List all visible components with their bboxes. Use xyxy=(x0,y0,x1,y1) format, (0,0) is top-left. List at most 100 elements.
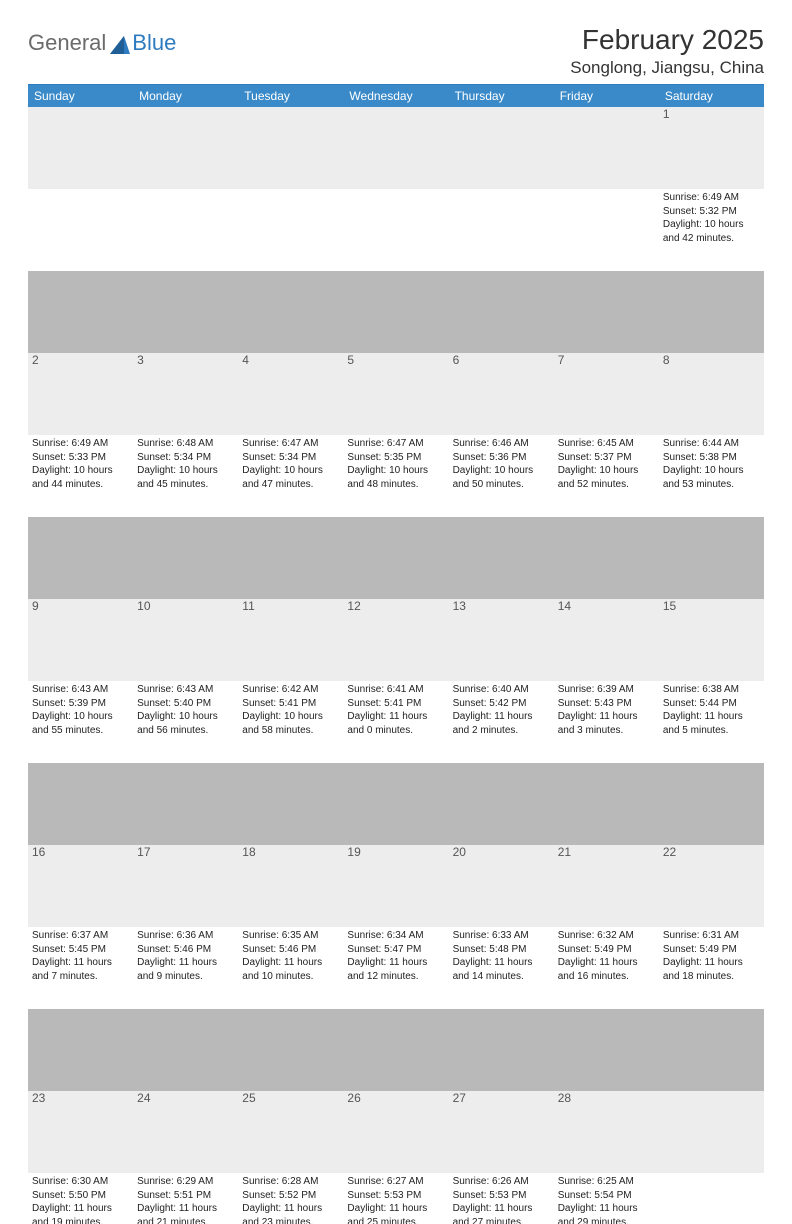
day-cell xyxy=(28,189,133,271)
daylight-text: Daylight: 11 hours and 2 minutes. xyxy=(453,710,550,737)
sunset-text: Sunset: 5:36 PM xyxy=(453,451,550,465)
day-detail: Sunrise: 6:27 AMSunset: 5:53 PMDaylight:… xyxy=(347,1173,444,1224)
weekday-header: Monday xyxy=(133,85,238,107)
logo-text-general: General xyxy=(28,30,106,56)
daylight-text: Daylight: 11 hours and 23 minutes. xyxy=(242,1202,339,1224)
day-detail: Sunrise: 6:38 AMSunset: 5:44 PMDaylight:… xyxy=(663,681,760,737)
sunrise-text: Sunrise: 6:42 AM xyxy=(242,683,339,697)
month-title: February 2025 xyxy=(570,24,764,56)
sunset-text: Sunset: 5:43 PM xyxy=(558,697,655,711)
title-block: February 2025 Songlong, Jiangsu, China xyxy=(570,24,764,78)
daylight-text: Daylight: 11 hours and 19 minutes. xyxy=(32,1202,129,1224)
day-detail: Sunrise: 6:49 AMSunset: 5:33 PMDaylight:… xyxy=(32,435,129,491)
detail-row: Sunrise: 6:49 AMSunset: 5:33 PMDaylight:… xyxy=(28,435,764,517)
day-cell: Sunrise: 6:35 AMSunset: 5:46 PMDaylight:… xyxy=(238,927,343,1009)
day-detail: Sunrise: 6:43 AMSunset: 5:39 PMDaylight:… xyxy=(32,681,129,737)
day-number xyxy=(238,107,343,189)
day-detail: Sunrise: 6:30 AMSunset: 5:50 PMDaylight:… xyxy=(32,1173,129,1224)
sunrise-text: Sunrise: 6:47 AM xyxy=(347,437,444,451)
day-detail xyxy=(347,189,444,191)
daylight-text: Daylight: 10 hours and 58 minutes. xyxy=(242,710,339,737)
day-number: 4 xyxy=(238,353,343,435)
sunrise-text: Sunrise: 6:26 AM xyxy=(453,1175,550,1189)
sunrise-text: Sunrise: 6:47 AM xyxy=(242,437,339,451)
daynum-row: 2345678 xyxy=(28,353,764,435)
day-cell: Sunrise: 6:33 AMSunset: 5:48 PMDaylight:… xyxy=(449,927,554,1009)
day-number: 26 xyxy=(343,1091,448,1173)
sunrise-text: Sunrise: 6:46 AM xyxy=(453,437,550,451)
sunrise-text: Sunrise: 6:49 AM xyxy=(32,437,129,451)
daylight-text: Daylight: 11 hours and 29 minutes. xyxy=(558,1202,655,1224)
day-cell: Sunrise: 6:34 AMSunset: 5:47 PMDaylight:… xyxy=(343,927,448,1009)
day-number: 1 xyxy=(659,107,764,189)
daylight-text: Daylight: 11 hours and 25 minutes. xyxy=(347,1202,444,1224)
sunset-text: Sunset: 5:52 PM xyxy=(242,1189,339,1203)
day-detail: Sunrise: 6:35 AMSunset: 5:46 PMDaylight:… xyxy=(242,927,339,983)
day-cell: Sunrise: 6:49 AMSunset: 5:33 PMDaylight:… xyxy=(28,435,133,517)
day-detail: Sunrise: 6:45 AMSunset: 5:37 PMDaylight:… xyxy=(558,435,655,491)
daylight-text: Daylight: 11 hours and 7 minutes. xyxy=(32,956,129,983)
daylight-text: Daylight: 11 hours and 5 minutes. xyxy=(663,710,760,737)
day-number xyxy=(28,107,133,189)
day-number: 6 xyxy=(449,353,554,435)
sunrise-text: Sunrise: 6:43 AM xyxy=(32,683,129,697)
day-cell: Sunrise: 6:45 AMSunset: 5:37 PMDaylight:… xyxy=(554,435,659,517)
day-detail: Sunrise: 6:40 AMSunset: 5:42 PMDaylight:… xyxy=(453,681,550,737)
day-detail: Sunrise: 6:39 AMSunset: 5:43 PMDaylight:… xyxy=(558,681,655,737)
day-detail: Sunrise: 6:34 AMSunset: 5:47 PMDaylight:… xyxy=(347,927,444,983)
week-divider xyxy=(28,271,764,353)
sunrise-text: Sunrise: 6:38 AM xyxy=(663,683,760,697)
day-number: 13 xyxy=(449,599,554,681)
day-cell xyxy=(554,189,659,271)
calendar-table: Sunday Monday Tuesday Wednesday Thursday… xyxy=(28,85,764,1224)
page-header: General Blue February 2025 Songlong, Jia… xyxy=(28,24,764,78)
daylight-text: Daylight: 10 hours and 48 minutes. xyxy=(347,464,444,491)
divider-cell xyxy=(28,517,764,599)
sunset-text: Sunset: 5:38 PM xyxy=(663,451,760,465)
sunset-text: Sunset: 5:32 PM xyxy=(663,205,760,219)
day-number: 21 xyxy=(554,845,659,927)
day-cell: Sunrise: 6:30 AMSunset: 5:50 PMDaylight:… xyxy=(28,1173,133,1224)
sunrise-text: Sunrise: 6:43 AM xyxy=(137,683,234,697)
day-detail: Sunrise: 6:31 AMSunset: 5:49 PMDaylight:… xyxy=(663,927,760,983)
day-detail: Sunrise: 6:44 AMSunset: 5:38 PMDaylight:… xyxy=(663,435,760,491)
day-number: 3 xyxy=(133,353,238,435)
sunset-text: Sunset: 5:34 PM xyxy=(137,451,234,465)
day-cell: Sunrise: 6:36 AMSunset: 5:46 PMDaylight:… xyxy=(133,927,238,1009)
day-detail: Sunrise: 6:29 AMSunset: 5:51 PMDaylight:… xyxy=(137,1173,234,1224)
day-number xyxy=(343,107,448,189)
detail-row: Sunrise: 6:49 AMSunset: 5:32 PMDaylight:… xyxy=(28,189,764,271)
sunrise-text: Sunrise: 6:34 AM xyxy=(347,929,444,943)
day-cell: Sunrise: 6:47 AMSunset: 5:34 PMDaylight:… xyxy=(238,435,343,517)
daylight-text: Daylight: 10 hours and 52 minutes. xyxy=(558,464,655,491)
day-cell: Sunrise: 6:47 AMSunset: 5:35 PMDaylight:… xyxy=(343,435,448,517)
divider-cell xyxy=(28,271,764,353)
sunset-text: Sunset: 5:37 PM xyxy=(558,451,655,465)
sunset-text: Sunset: 5:53 PM xyxy=(347,1189,444,1203)
weekday-header-row: Sunday Monday Tuesday Wednesday Thursday… xyxy=(28,85,764,107)
sunset-text: Sunset: 5:45 PM xyxy=(32,943,129,957)
sunrise-text: Sunrise: 6:45 AM xyxy=(558,437,655,451)
day-number: 23 xyxy=(28,1091,133,1173)
sunrise-text: Sunrise: 6:41 AM xyxy=(347,683,444,697)
day-number: 15 xyxy=(659,599,764,681)
sunrise-text: Sunrise: 6:44 AM xyxy=(663,437,760,451)
daylight-text: Daylight: 10 hours and 44 minutes. xyxy=(32,464,129,491)
sunrise-text: Sunrise: 6:37 AM xyxy=(32,929,129,943)
day-cell: Sunrise: 6:43 AMSunset: 5:39 PMDaylight:… xyxy=(28,681,133,763)
sunset-text: Sunset: 5:41 PM xyxy=(347,697,444,711)
day-cell: Sunrise: 6:44 AMSunset: 5:38 PMDaylight:… xyxy=(659,435,764,517)
day-detail: Sunrise: 6:26 AMSunset: 5:53 PMDaylight:… xyxy=(453,1173,550,1224)
day-cell xyxy=(659,1173,764,1224)
daylight-text: Daylight: 11 hours and 18 minutes. xyxy=(663,956,760,983)
day-number: 5 xyxy=(343,353,448,435)
sunset-text: Sunset: 5:49 PM xyxy=(558,943,655,957)
day-cell: Sunrise: 6:48 AMSunset: 5:34 PMDaylight:… xyxy=(133,435,238,517)
day-number: 27 xyxy=(449,1091,554,1173)
day-detail: Sunrise: 6:47 AMSunset: 5:34 PMDaylight:… xyxy=(242,435,339,491)
day-number: 7 xyxy=(554,353,659,435)
day-number: 11 xyxy=(238,599,343,681)
sunset-text: Sunset: 5:40 PM xyxy=(137,697,234,711)
sunset-text: Sunset: 5:48 PM xyxy=(453,943,550,957)
sunset-text: Sunset: 5:47 PM xyxy=(347,943,444,957)
